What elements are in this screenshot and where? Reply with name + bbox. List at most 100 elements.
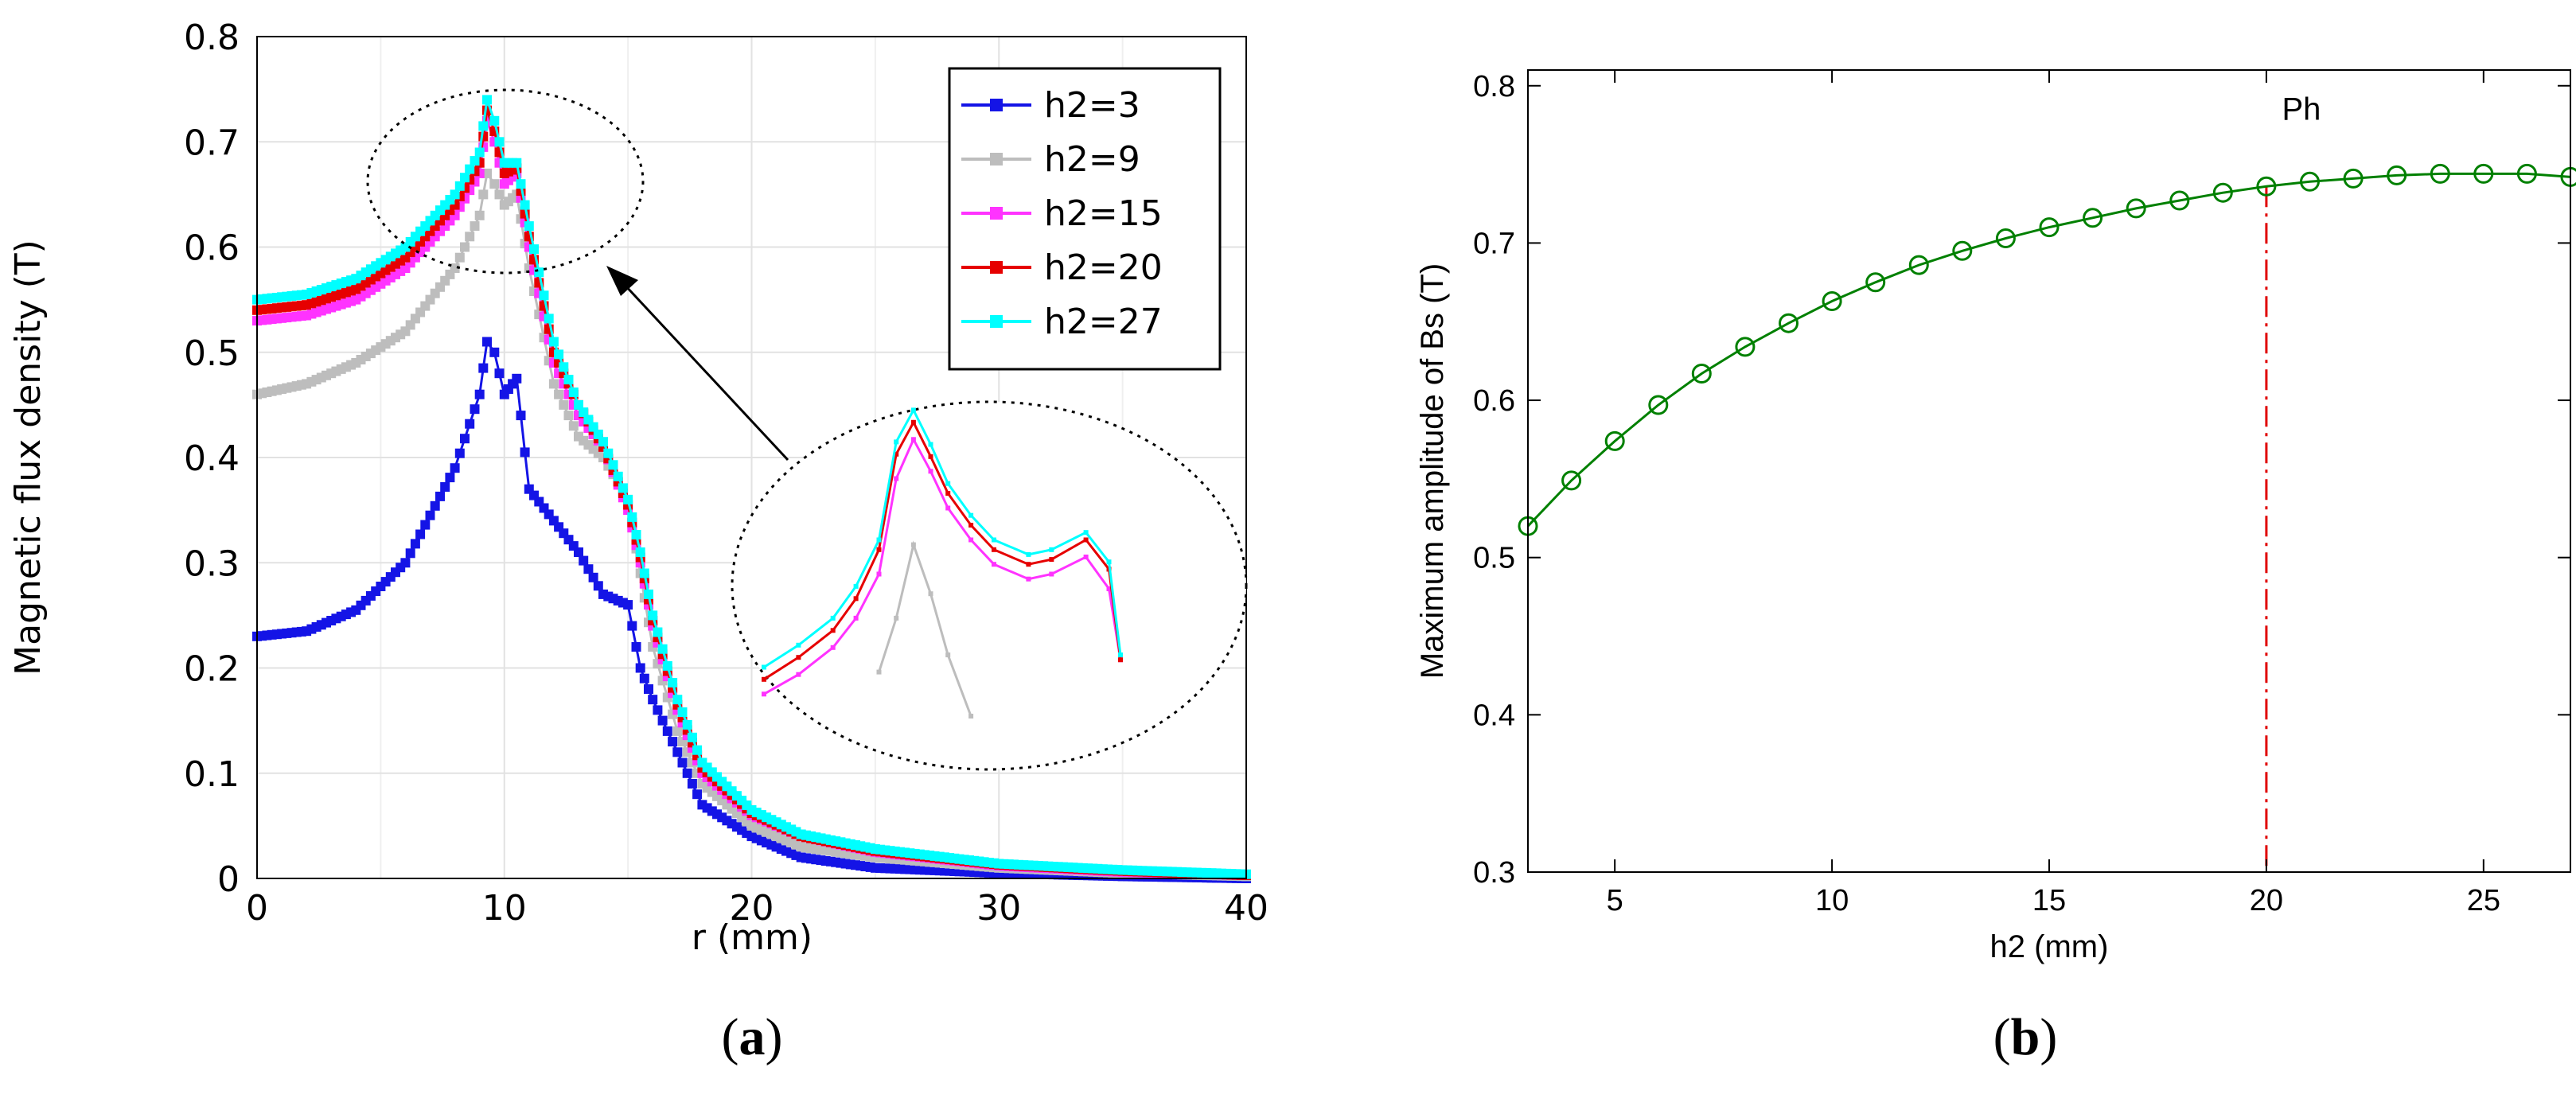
data-point-h2-27: [623, 494, 633, 504]
panel-b-y-tick-label: 0.6: [1473, 384, 1515, 418]
inset-point-h2-27: [1106, 559, 1112, 565]
data-point-h2-3: [682, 768, 692, 778]
panel-a-y-tick-label: 0.5: [184, 333, 240, 374]
inset-series-h2-20: [762, 419, 1123, 682]
data-point-h2-3: [494, 368, 505, 379]
data-point-h2-27: [489, 115, 500, 126]
data-point-h2-27: [672, 695, 683, 705]
inset-point-h2-27: [762, 664, 766, 670]
data-point-h2-27: [478, 121, 489, 131]
data-point-h2-27: [460, 173, 470, 183]
panel-a-y-tick-label: 0.6: [184, 228, 240, 269]
data-point-h2-3: [512, 373, 522, 384]
inset-point-h2-20: [928, 454, 933, 459]
inset-point-h2-9: [945, 652, 951, 658]
inset-point-h2-27: [968, 512, 974, 518]
data-point-h2-9: [563, 411, 574, 421]
inset-point-h2-15: [928, 469, 933, 474]
panel-a-x-tick-label: 30: [976, 888, 1021, 929]
data-point-h2-27: [539, 290, 549, 301]
inset-point-h2-27: [1049, 547, 1054, 552]
data-point-h2-3: [415, 529, 426, 539]
data-point-h2-3: [420, 520, 431, 530]
data-point-h2-27: [516, 179, 526, 189]
inset-point-h2-9: [968, 714, 974, 719]
panel-b-data-point: [1865, 272, 1886, 293]
panel-a-zoom-arrow-line: [623, 283, 789, 461]
panel-b-x-tick-label: 20: [2250, 884, 2283, 917]
panel-b-data-point: [2387, 165, 2407, 185]
panel-b-x-axis-label: h2 (mm): [1990, 929, 2109, 964]
inset-point-h2-20: [945, 491, 951, 496]
inset-point-h2-20: [992, 547, 996, 552]
data-point-h2-27: [627, 512, 637, 522]
data-point-h2-9: [482, 168, 492, 178]
inset-point-h2-15: [894, 476, 899, 481]
panel-b-caption-open: (: [1993, 1008, 2011, 1066]
panel-b-y-tick-label: 0.8: [1473, 70, 1515, 103]
panel-b-y-tick-label: 0.7: [1473, 227, 1515, 260]
panel-b-data-point: [2473, 163, 2494, 184]
inset-line-h2-9: [878, 540, 972, 717]
inset-point-h2-15: [876, 571, 882, 577]
panel-b-data-point: [1995, 228, 2016, 248]
data-point-h2-27: [662, 660, 672, 671]
data-point-h2-3: [588, 572, 598, 582]
panel-b-data-point: [1822, 291, 1842, 311]
legend-label-h2-9: h2=9: [1044, 139, 1140, 180]
data-point-h2-27: [598, 437, 608, 447]
legend-label-h2-3: h2=3: [1044, 85, 1140, 126]
inset-point-h2-15: [910, 437, 916, 442]
inset-point-h2-27: [876, 537, 882, 543]
panel-a-x-tick-label: 40: [1224, 888, 1269, 929]
data-point-h2-27: [454, 181, 465, 191]
data-point-h2-9: [478, 189, 489, 200]
panel-a-axes-frame: [256, 36, 1247, 879]
data-point-h2-27: [512, 158, 522, 168]
panel-b-data-point: [2126, 198, 2146, 219]
inset-point-h2-27: [1118, 652, 1123, 658]
data-point-h2-3: [593, 581, 603, 591]
inset-point-h2-20: [894, 451, 899, 457]
inset-line-h2-20: [763, 419, 1122, 681]
data-point-h2-3: [627, 621, 637, 631]
data-point-h2-3: [425, 510, 435, 520]
inset-point-h2-20: [910, 419, 916, 425]
data-point-h2-3: [474, 389, 485, 399]
inset-point-h2-20: [762, 676, 766, 682]
data-point-h2-27: [544, 313, 554, 324]
inset-point-h2-27: [928, 442, 933, 447]
panel-b-caption: (b): [1993, 1008, 2058, 1066]
legend-label-h2-15: h2=15: [1044, 193, 1163, 234]
data-point-h2-27: [762, 812, 772, 823]
data-point-h2-3: [460, 434, 470, 444]
data-point-h2-9: [454, 252, 465, 263]
data-point-h2-27: [482, 95, 492, 105]
data-point-h2-3: [410, 539, 420, 549]
data-point-h2-3: [465, 419, 475, 429]
inset-point-h2-27: [853, 583, 859, 589]
panel-a-legend: h2=3 h2=9 h2=15 h2=20 h2=27: [948, 67, 1222, 371]
panel-a-x-ticks: 0 10 20 30 40: [246, 888, 1269, 929]
panel-b-data-point: [2256, 176, 2277, 197]
data-point-h2-27: [639, 568, 649, 578]
panel-a-y-axis-label: Magnetic flux density (T): [8, 240, 49, 676]
panel-b-data-point: [2516, 163, 2537, 184]
data-point-h2-9: [474, 210, 485, 220]
panel-a-y-tick-label: 0.3: [184, 543, 240, 584]
inset-point-h2-27: [992, 537, 996, 543]
data-point-h2-3: [657, 715, 668, 726]
inset-line-h2-27: [763, 407, 1122, 668]
panel-b-data-point: [2039, 217, 2060, 238]
panel-b-data-point: [2300, 171, 2320, 192]
data-point-h2-27: [583, 415, 594, 425]
data-point-h2-3: [574, 547, 583, 557]
panel-b-chart: 5 10 15 20 25 0.30.40.50.60.70.8 Ph h2 (mm) …: [1415, 69, 2576, 1066]
inset-point-h2-27: [1026, 551, 1031, 557]
data-point-h2-3: [644, 684, 653, 694]
inset-point-h2-20: [830, 628, 836, 633]
data-point-h2-27: [648, 610, 658, 621]
data-point-h2-3: [583, 564, 594, 574]
data-point-h2-9: [465, 232, 475, 242]
